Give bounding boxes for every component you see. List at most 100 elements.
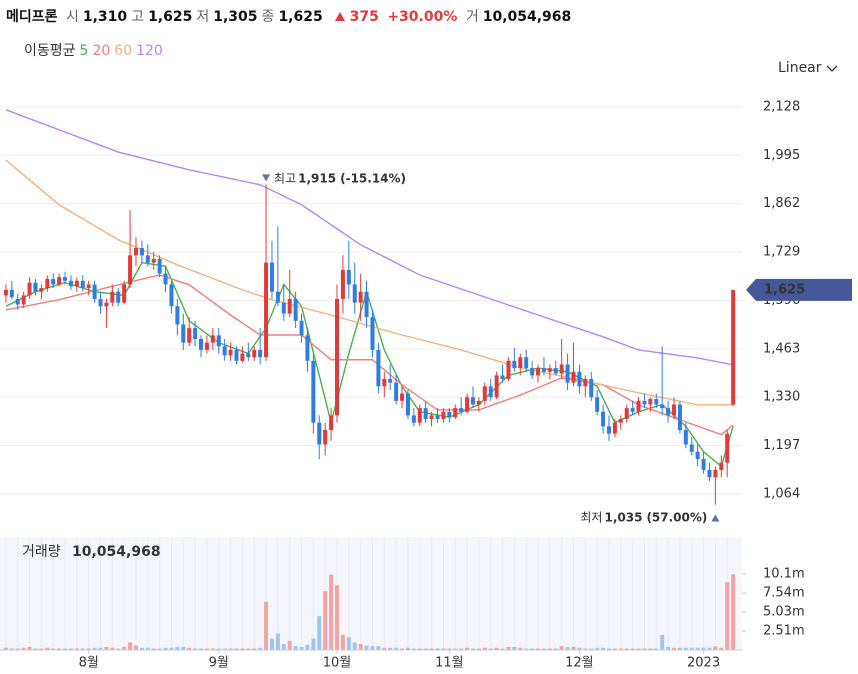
annotation: 최고 1,915 (-15.14%): [262, 171, 406, 185]
ma-line: [5, 159, 734, 406]
candle-body: [311, 360, 316, 423]
volume-bar: [731, 574, 736, 650]
candle-body: [465, 397, 470, 412]
volume-bar: [311, 638, 316, 650]
candle-body: [128, 255, 133, 285]
candle-body: [411, 415, 416, 423]
volume-bar: [547, 648, 552, 650]
candle-body: [731, 289, 736, 405]
y-tick-label: 1,064: [763, 486, 800, 501]
volume-tick-label: 7.54m: [763, 586, 805, 601]
candle-body: [630, 408, 635, 412]
volume-bar: [199, 648, 204, 650]
item-label: 시: [65, 9, 79, 25]
volume-bar: [33, 648, 38, 650]
change-pct: +30.00%: [387, 9, 458, 25]
volume-bar: [293, 646, 298, 650]
candle-body: [376, 349, 381, 387]
volume-bar: [559, 646, 564, 650]
candle-body: [157, 258, 162, 274]
volume-bar: [275, 633, 280, 650]
volume-bar: [382, 647, 387, 650]
candle-body: [624, 408, 629, 420]
volume-bar: [299, 646, 304, 650]
volume-bar: [405, 647, 410, 650]
item-value: 1,625: [148, 9, 193, 25]
volume-bar: [417, 648, 422, 650]
candle-body: [565, 364, 570, 383]
volume-bar: [701, 647, 706, 650]
volume-bar: [683, 647, 688, 650]
volume-bar: [21, 647, 26, 650]
volume-bar: [429, 648, 434, 650]
candle-body: [524, 357, 529, 369]
candle-body: [476, 400, 481, 405]
volume-bar: [376, 646, 381, 650]
volume-bar: [447, 648, 452, 650]
candle-body: [27, 282, 32, 296]
candle-body: [583, 379, 588, 387]
item-label: 고: [131, 9, 145, 25]
candle-body: [15, 298, 20, 305]
candle-body: [370, 317, 375, 350]
volume-bar: [541, 648, 546, 650]
volume-bar: [411, 648, 416, 650]
header: 메디프론 시 1,310 고 1,625 저 1,305 종 1,625 375 +30.00…: [6, 6, 575, 26]
volume-bar: [666, 646, 671, 650]
volume-bar: [506, 646, 511, 650]
volume-bar: [624, 648, 629, 650]
volume-bar: [98, 647, 103, 650]
annotation-value: 1,915: [298, 171, 336, 185]
volume-total: 10,054,968: [72, 544, 161, 560]
y-tick-label: 2,128: [763, 99, 800, 114]
candle-body: [405, 393, 410, 416]
volume-title: 거래량: [22, 544, 61, 560]
candle-body: [323, 429, 328, 445]
volume-bar: [163, 647, 168, 650]
ma-legend-item: 5: [79, 43, 89, 59]
price-tag: [746, 278, 852, 301]
volume-bar: [595, 647, 600, 650]
candle-body: [240, 353, 245, 361]
up-arrow: [335, 12, 346, 21]
volume-bar: [157, 648, 162, 650]
candle-body: [636, 400, 641, 412]
candle-body: [435, 415, 440, 420]
candle-body: [258, 349, 263, 358]
x-tick-label: 8월: [79, 656, 99, 671]
candle-body: [400, 393, 405, 401]
volume-bar: [606, 648, 611, 650]
candle-body: [683, 429, 688, 445]
candle-body: [364, 291, 369, 318]
candle-body: [536, 368, 541, 376]
candle-body: [335, 298, 340, 416]
volume-bar: [660, 634, 665, 650]
volume-bar: [15, 648, 20, 650]
volume-bar: [524, 648, 529, 650]
volume-bar: [453, 648, 458, 650]
candle-body: [193, 328, 198, 340]
candle-body: [299, 320, 304, 336]
price-tag-label: 1,625: [764, 282, 805, 297]
x-tick-label: 11월: [435, 656, 464, 671]
candle-body: [429, 415, 434, 420]
volume-bar: [340, 634, 345, 650]
candle-body: [210, 335, 215, 343]
candle-body: [92, 284, 97, 299]
volume-bar: [500, 648, 505, 650]
volume-bar: [63, 648, 68, 650]
candle-body: [204, 342, 209, 350]
volume-bar: [346, 637, 351, 650]
candle-body: [701, 459, 706, 470]
candle-body: [287, 298, 292, 314]
volume-bar: [269, 638, 274, 650]
candle-body: [506, 360, 511, 380]
annotation-value: 1,035: [604, 510, 642, 524]
volume-bar: [352, 642, 357, 650]
volume-bar: [281, 643, 286, 650]
volume-bar: [583, 648, 588, 650]
candle-body: [228, 349, 233, 356]
candle-body: [713, 469, 718, 478]
candle-body: [441, 411, 446, 420]
